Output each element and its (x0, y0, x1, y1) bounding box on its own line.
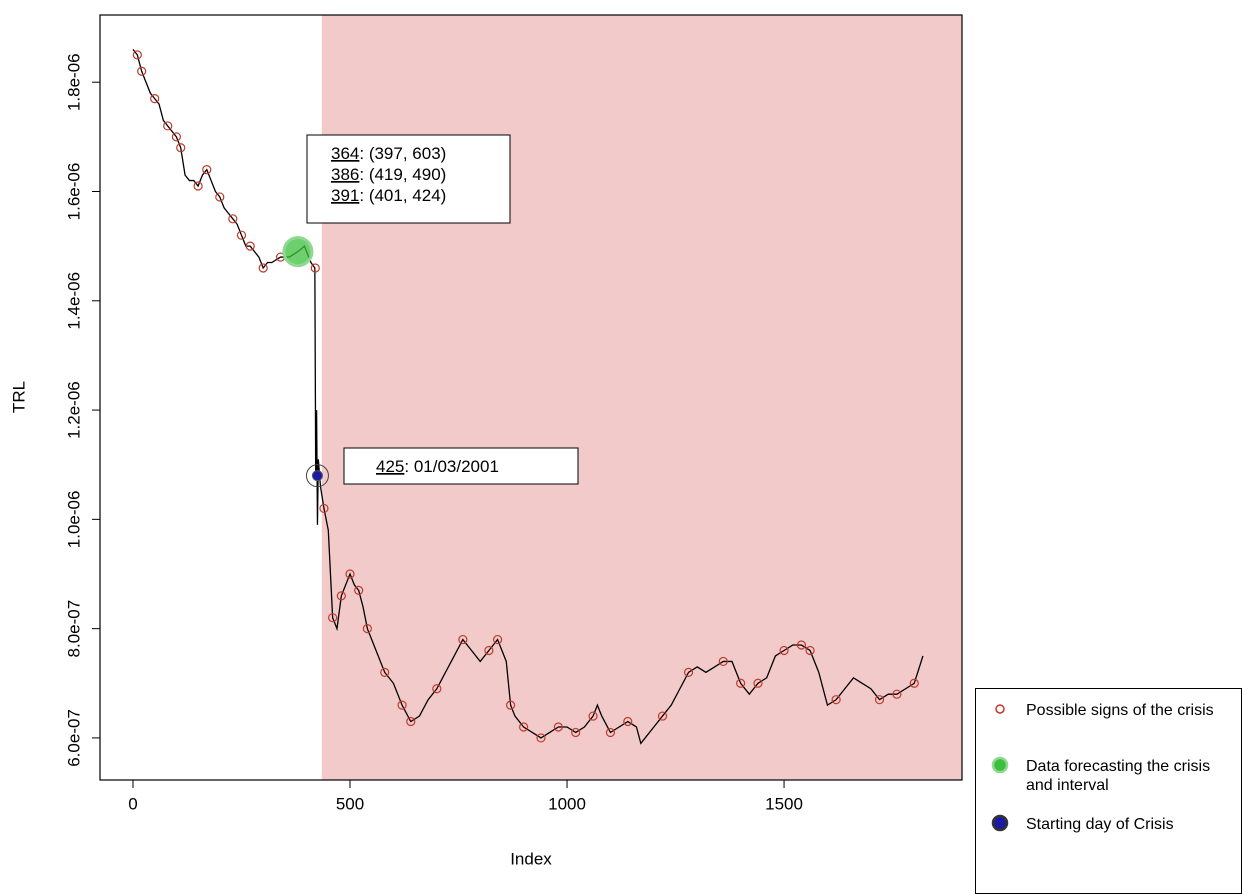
x-tick-label: 1000 (548, 794, 586, 813)
annotation-detail: : (397, 603) (359, 144, 446, 163)
crisis-sign-marker (310, 263, 320, 273)
crisis-sign-marker (909, 678, 919, 688)
crisis-sign-marker (354, 585, 364, 595)
plot-frame (99, 14, 963, 781)
crisis-sign-marker (874, 695, 885, 705)
annotation-id: 364 (331, 144, 359, 163)
y-tick-label: 6.0e-07 (64, 709, 83, 767)
crisis-sign-marker (571, 727, 581, 738)
crisis-sign-marker (492, 634, 503, 645)
annotation-detail: : (401, 424) (359, 186, 446, 205)
crisis-sign-marker (380, 667, 390, 677)
crisis-sign-marker (736, 678, 746, 688)
crisis-sign-marker (319, 503, 329, 514)
crisis-sign-marker (397, 700, 407, 710)
crisis-sign-marker (805, 645, 815, 656)
crisis-sign-marker (328, 613, 338, 623)
crisis-sign-marker (171, 132, 181, 142)
legend-swatch (991, 756, 1009, 774)
crisis-sign-marker (215, 192, 225, 202)
legend-symbol (995, 704, 1005, 714)
y-tick-label: 8.0e-07 (64, 600, 83, 658)
legend-swatch (995, 704, 1005, 714)
crisis-sign-marker (228, 214, 238, 224)
crisis-start-marker (311, 470, 323, 482)
crisis-sign-marker (831, 695, 841, 705)
crisis-sign-marker (588, 711, 598, 721)
crisis-sign-marker (163, 121, 173, 131)
crisis-sign-marker (796, 640, 807, 650)
forecast-marker (282, 236, 314, 268)
crisis-sign-marker (236, 230, 247, 240)
crisis-sign-marker (892, 689, 902, 699)
crisis-sign-marker (605, 727, 616, 738)
legend-swatch (991, 814, 1009, 832)
annotation-detail: : 01/03/2001 (404, 457, 499, 476)
x-axis-label: Index (510, 849, 552, 868)
crisis-sign-marker (718, 656, 728, 667)
x-tick-label: 0 (128, 794, 137, 813)
annotation-id: 391 (331, 186, 359, 205)
crisis-sign-marker (484, 645, 494, 656)
legend-label: Possible signs of the crisis (1026, 702, 1214, 719)
price-line (132, 49, 924, 745)
crisis-sign-marker (536, 733, 546, 743)
annotation-text: 386: (419, 490) (331, 165, 446, 184)
crisis-sign-marker (432, 684, 442, 694)
y-tick-label: 1.4e-06 (64, 272, 83, 330)
legend-symbol (991, 814, 1009, 832)
legend-symbol (991, 756, 1009, 774)
annotation-box (343, 447, 579, 485)
crisis-sign-marker (753, 678, 763, 688)
crisis-start-ring (305, 464, 329, 488)
legend-label: Starting day of Crisis (1026, 816, 1174, 833)
annotation-text: 391: (401, 424) (331, 186, 446, 205)
crisis-sign-marker (245, 241, 255, 251)
crisis-sign-marker (258, 263, 268, 273)
annotation-detail: : (419, 490) (359, 165, 446, 184)
crisis-sign-marker (176, 143, 186, 153)
legend-label: Data forecasting the crisis and interval (1026, 758, 1211, 794)
crisis-sign-marker (362, 624, 372, 634)
y-tick-label: 1.0e-06 (64, 491, 83, 549)
crisis-sign-marker (202, 165, 212, 175)
annotation-id: 425 (376, 457, 404, 476)
y-tick-label: 1.2e-06 (64, 381, 83, 439)
crisis-region (321, 15, 962, 780)
legend: Possible signs of the crisis Data forecas… (975, 688, 1242, 894)
annotation-id: 386 (331, 165, 359, 184)
annotation-box (306, 134, 511, 224)
x-tick-label: 500 (336, 794, 364, 813)
crisis-sign-marker (553, 722, 563, 732)
crisis-sign-marker (519, 722, 529, 732)
crisis-sign-marker (336, 591, 346, 601)
crisis-sign-marker (683, 667, 694, 677)
crisis-sign-marker (406, 716, 416, 727)
crisis-sign-marker (657, 711, 668, 721)
crisis-sign-marker (132, 50, 142, 60)
crisis-sign-marker (150, 94, 160, 104)
annotation-text: 425: 01/03/2001 (376, 457, 499, 476)
annotation-text: 364: (397, 603) (331, 144, 446, 163)
y-tick-label: 1.6e-06 (64, 163, 83, 221)
y-axis-label: TRL (9, 381, 28, 413)
crisis-sign-marker (779, 645, 789, 656)
crisis-sign-marker (506, 700, 516, 710)
x-tick-label: 1500 (765, 794, 803, 813)
crisis-sign-marker (458, 634, 468, 645)
crisis-sign-marker (345, 569, 355, 579)
y-tick-label: 1.8e-06 (64, 53, 83, 111)
crisis-sign-marker (623, 716, 633, 727)
crisis-sign-marker (137, 66, 147, 76)
crisis-sign-marker (193, 181, 203, 191)
